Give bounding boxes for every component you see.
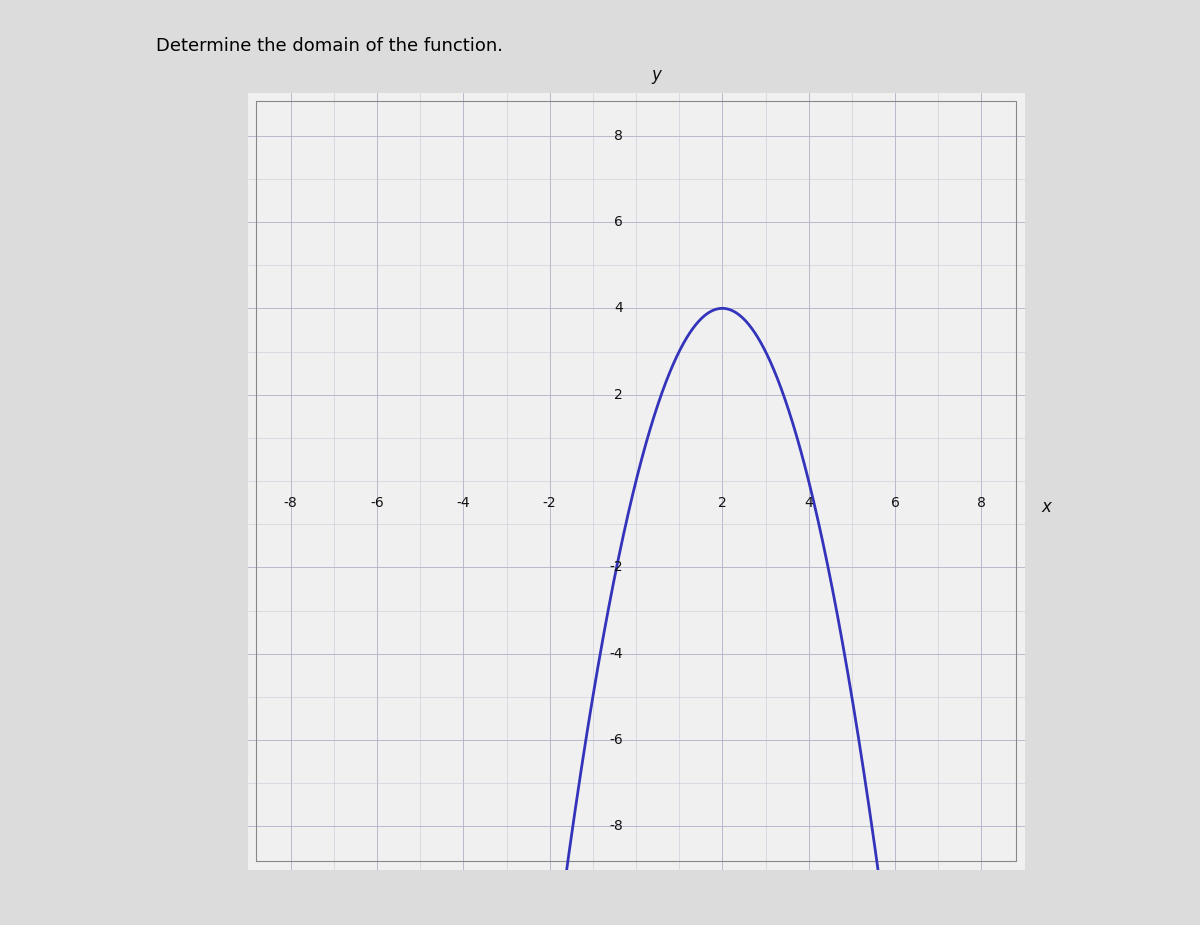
Text: -2: -2	[542, 496, 557, 510]
Text: Determine the domain of the function.: Determine the domain of the function.	[156, 37, 503, 55]
Text: 8: 8	[614, 129, 623, 142]
Text: -4: -4	[456, 496, 470, 510]
Text: x: x	[1042, 499, 1051, 516]
Text: 2: 2	[614, 388, 623, 401]
Text: 2: 2	[718, 496, 727, 510]
Text: 6: 6	[890, 496, 900, 510]
Text: -4: -4	[610, 647, 623, 660]
Text: -2: -2	[610, 561, 623, 574]
Text: 4: 4	[614, 302, 623, 315]
Text: 8: 8	[977, 496, 985, 510]
Text: 4: 4	[804, 496, 814, 510]
Text: -6: -6	[370, 496, 384, 510]
Text: -8: -8	[610, 820, 623, 833]
Text: -6: -6	[610, 733, 623, 747]
Text: 6: 6	[614, 215, 623, 229]
Text: y: y	[652, 67, 661, 84]
Text: -8: -8	[283, 496, 298, 510]
